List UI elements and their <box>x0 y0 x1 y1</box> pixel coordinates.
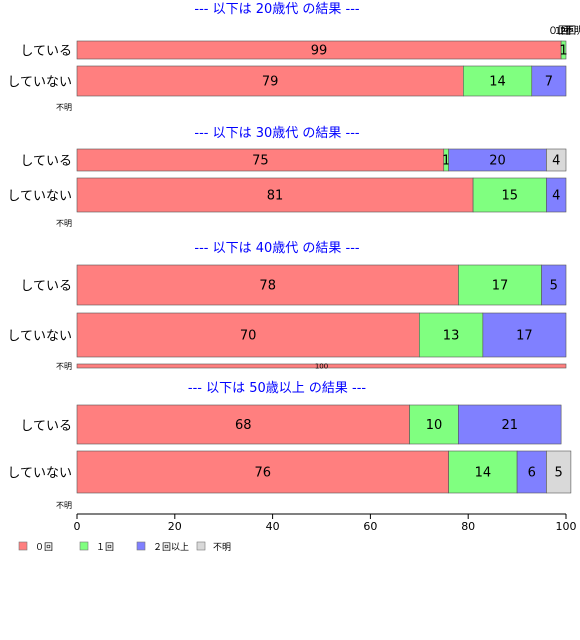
data-label: 10 <box>426 418 443 433</box>
data-label: 4 <box>552 154 560 169</box>
bar-segment <box>76 264 459 306</box>
bar-segment <box>458 404 562 445</box>
legend-label: 不明 <box>213 542 231 553</box>
bar-segment <box>546 450 572 494</box>
row-label: している <box>20 419 72 434</box>
x-tick-label: 100 <box>556 520 577 533</box>
data-label: 76 <box>255 466 272 481</box>
bar-segment <box>458 264 542 306</box>
bar-segment <box>76 404 410 445</box>
bar-segment <box>76 450 449 494</box>
top-category-label: 2回 <box>560 25 576 37</box>
data-label: 70 <box>240 329 257 344</box>
x-tick-label: 20 <box>168 520 182 533</box>
bar-segment <box>531 65 567 97</box>
data-label: 6 <box>528 466 536 481</box>
group-title: --- 以下は 20歳代 の結果 --- <box>194 2 360 17</box>
data-label: 68 <box>235 418 252 433</box>
row-label: 不明 <box>56 501 72 510</box>
bar-segment <box>409 404 459 445</box>
x-tick-label: 80 <box>461 520 475 533</box>
bar-segment <box>546 148 567 172</box>
row-label: している <box>20 44 72 59</box>
data-label: 5 <box>550 279 558 294</box>
data-label: 13 <box>443 329 460 344</box>
data-label: 81 <box>267 189 284 204</box>
data-label: 100 <box>315 363 328 371</box>
bar-segment <box>541 264 567 306</box>
group-title: --- 以下は 50歳以上 の結果 --- <box>188 381 367 396</box>
bar-segment <box>76 177 474 213</box>
bar-segment <box>76 65 464 97</box>
legend-swatch <box>196 541 206 551</box>
bar-segment <box>560 40 567 60</box>
top-category-label: 不明 <box>564 25 580 37</box>
data-label: 79 <box>262 75 279 90</box>
data-label: 14 <box>489 75 506 90</box>
legend-swatch <box>18 541 28 551</box>
data-label: 1 <box>442 154 450 169</box>
data-label: 14 <box>475 466 492 481</box>
row-label: していない <box>7 189 72 204</box>
row-label: していない <box>7 466 72 481</box>
row-label: していない <box>7 75 72 90</box>
bar-segment <box>448 450 518 494</box>
top-category-label: ０回 <box>548 25 568 37</box>
row-label: 不明 <box>56 219 72 228</box>
bar-segment <box>418 312 484 358</box>
legend-label: １回 <box>96 542 114 553</box>
data-label: 5 <box>555 466 563 481</box>
data-label: 4 <box>552 189 560 204</box>
x-tick-label: 60 <box>363 520 377 533</box>
row-label: している <box>20 279 72 294</box>
row-label: 不明 <box>56 362 72 371</box>
row-label: している <box>20 154 72 169</box>
bar-segment <box>482 312 567 358</box>
legend-label: ２回以上 <box>153 542 189 553</box>
data-label: 1 <box>559 44 567 59</box>
data-label: 78 <box>259 279 276 294</box>
bar-segment <box>76 363 567 369</box>
row-label: していない <box>7 329 72 344</box>
top-category-label: 1回 <box>555 25 571 37</box>
data-label: 75 <box>252 154 269 169</box>
group-title: --- 以下は 40歳代 の結果 --- <box>194 241 360 256</box>
data-label: 15 <box>501 189 518 204</box>
bar-segment <box>546 177 567 213</box>
legend-swatch <box>79 541 89 551</box>
legend-swatch <box>136 541 146 551</box>
group-title: --- 以下は 30歳代 の結果 --- <box>194 126 360 141</box>
data-label: 99 <box>311 44 328 59</box>
data-label: 7 <box>545 75 553 90</box>
data-label: 17 <box>492 279 509 294</box>
x-tick-label: 0 <box>74 520 81 533</box>
row-label: 不明 <box>56 103 72 112</box>
bar-segment <box>472 177 547 213</box>
bar-segment <box>76 312 420 358</box>
x-tick-label: 40 <box>266 520 280 533</box>
data-label: 17 <box>516 329 533 344</box>
data-label: 20 <box>489 154 506 169</box>
legend-label: ０回 <box>35 542 53 553</box>
data-label: 21 <box>501 418 518 433</box>
